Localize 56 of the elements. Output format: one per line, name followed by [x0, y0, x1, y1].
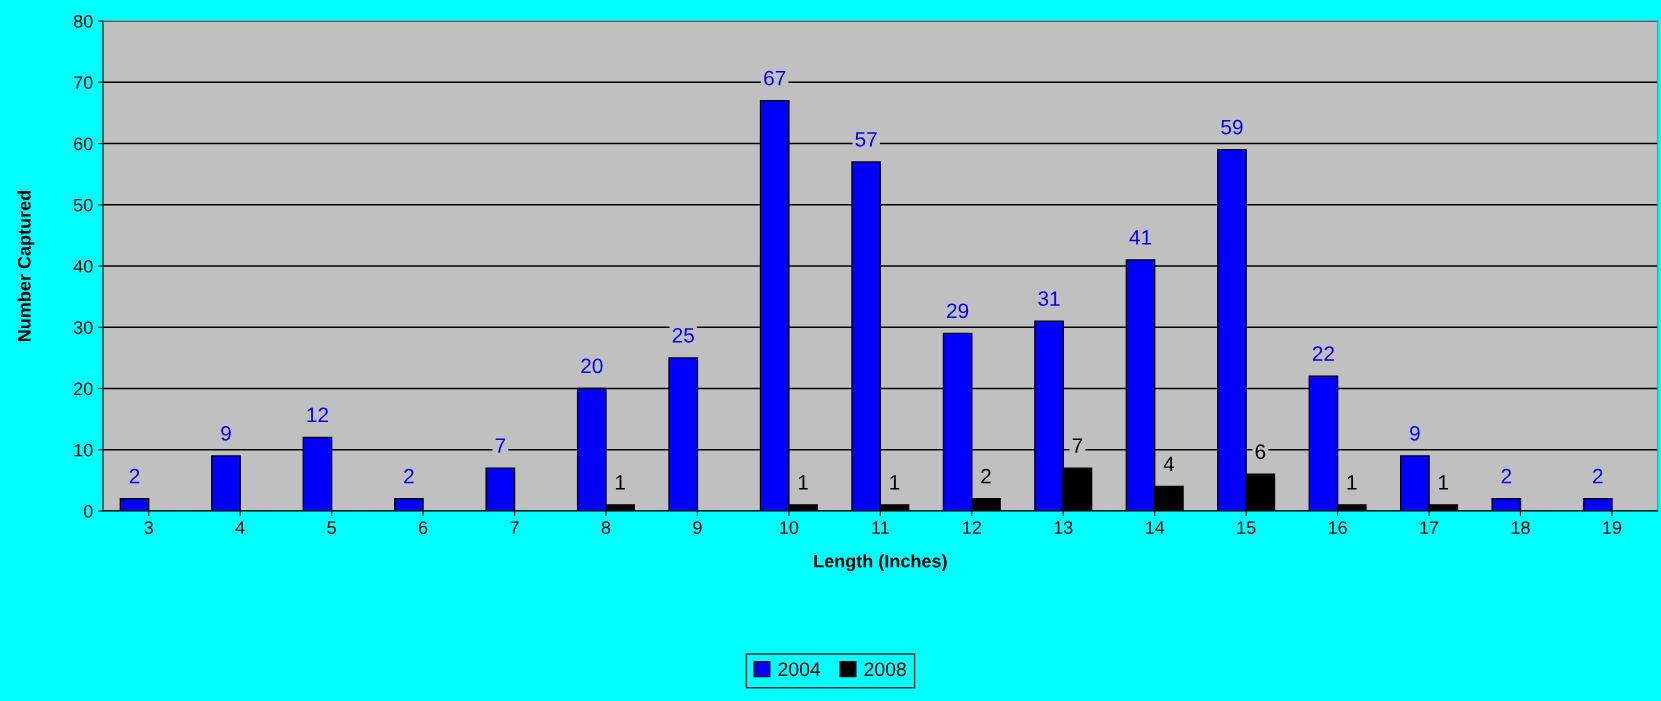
- x-tick-label: 11: [872, 521, 889, 534]
- data-label: 1: [798, 475, 808, 490]
- data-label: 41: [1129, 230, 1152, 245]
- data-label: 2: [1501, 468, 1512, 484]
- data-label: 1: [890, 475, 900, 490]
- x-tick-label: 7: [510, 521, 519, 534]
- x-tick-label: 17: [1420, 521, 1439, 534]
- data-label: 1: [1347, 475, 1357, 490]
- y-tick-label: 80: [73, 14, 93, 28]
- legend-label: 2004: [778, 662, 821, 677]
- y-tick-label: 70: [74, 76, 93, 89]
- x-tick-label: 15: [1237, 521, 1256, 535]
- data-label: 29: [947, 303, 969, 319]
- data-label: 9: [221, 425, 231, 441]
- x-tick-label: 16: [1328, 521, 1347, 535]
- x-tick-label: 5: [327, 521, 336, 535]
- data-label: 59: [1221, 119, 1243, 135]
- data-label: 67: [764, 70, 786, 86]
- data-label: 25: [672, 327, 694, 343]
- data-label: 1: [1439, 475, 1448, 490]
- x-tick-label: 9: [693, 521, 702, 535]
- data-label: 6: [1255, 444, 1266, 460]
- data-label: 12: [307, 407, 328, 423]
- x-tick-label: 14: [1146, 521, 1165, 534]
- legend-label: 2008: [864, 662, 906, 677]
- x-tick-label: 8: [601, 521, 611, 535]
- data-label: 7: [495, 438, 506, 453]
- y-axis-title: Number Captured: [17, 190, 35, 342]
- data-label: 9: [1410, 425, 1420, 441]
- data-label: 2: [981, 468, 991, 484]
- data-label: 1: [615, 475, 625, 490]
- data-label: 22: [1312, 346, 1334, 361]
- y-tick-label: 20: [74, 382, 93, 396]
- x-axis-title: Length (Inches): [814, 554, 947, 572]
- x-tick-label: 18: [1511, 521, 1530, 535]
- data-label: 20: [581, 358, 603, 374]
- y-tick-label: 60: [74, 137, 93, 151]
- y-tick-label: 10: [74, 443, 93, 457]
- data-label: 2: [404, 468, 414, 484]
- x-tick-label: 3: [144, 521, 153, 535]
- x-tick-label: 12: [963, 521, 981, 534]
- data-label: 31: [1038, 291, 1060, 306]
- data-label: 7: [1072, 438, 1083, 453]
- y-tick-label: 50: [73, 198, 93, 212]
- y-tick-label: 0: [83, 504, 93, 518]
- y-tick-label: 40: [73, 259, 93, 273]
- x-tick-label: 10: [780, 521, 799, 535]
- x-tick-label: 19: [1603, 521, 1622, 535]
- data-label: 57: [855, 132, 877, 147]
- data-label: 2: [1593, 468, 1603, 484]
- data-label: 2: [129, 468, 140, 484]
- data-label: 4: [1163, 456, 1175, 472]
- x-tick-label: 6: [418, 521, 428, 535]
- y-tick-label: 30: [73, 321, 93, 334]
- x-tick-label: 13: [1054, 521, 1073, 535]
- x-tick-label: 4: [235, 521, 245, 534]
